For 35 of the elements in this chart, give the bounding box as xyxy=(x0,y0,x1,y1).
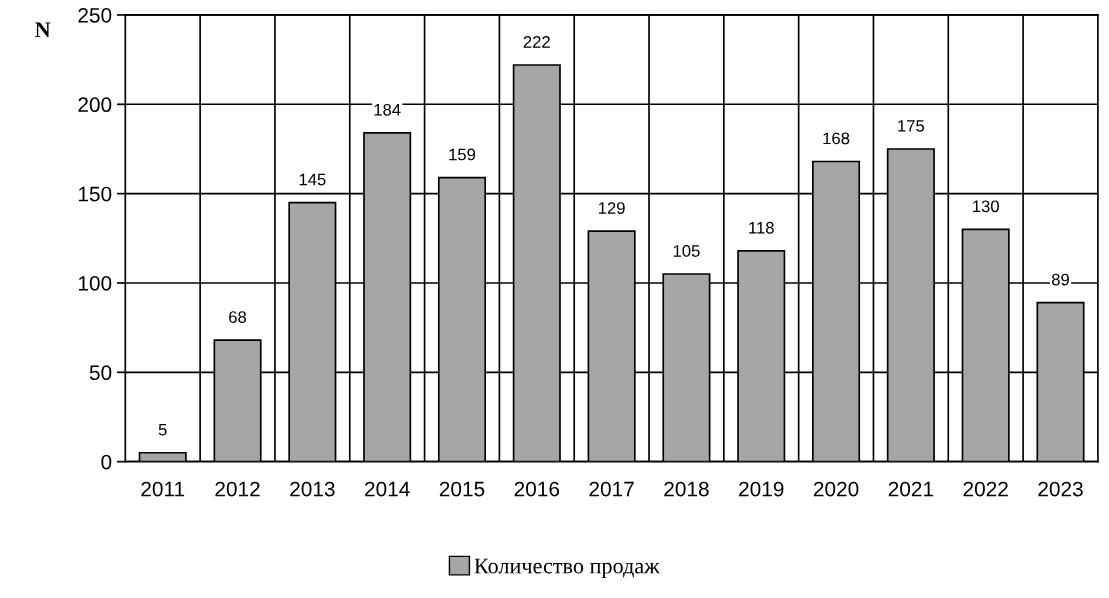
x-tick-label: 2014 xyxy=(365,481,410,497)
x-tick-label: 2017 xyxy=(589,481,634,497)
x-tick-label: 2019 xyxy=(739,481,784,497)
x-tick-label: 2020 xyxy=(813,481,859,497)
data-label: 129 xyxy=(598,202,625,214)
y-tick-label: 200 xyxy=(78,97,112,113)
x-tick-label: 2012 xyxy=(215,481,260,497)
data-label: 184 xyxy=(374,103,401,116)
x-tick-label: 2021 xyxy=(888,481,934,497)
y-tick-label: 150 xyxy=(78,186,112,202)
y-tick-label: 250 xyxy=(78,7,112,23)
x-tick-label: 2023 xyxy=(1038,481,1083,497)
data-label: 130 xyxy=(973,200,999,213)
data-label: 159 xyxy=(449,148,476,161)
x-tick-label: 2022 xyxy=(963,481,1008,497)
y-axis-title: N xyxy=(35,22,51,38)
x-tick-label: 2013 xyxy=(290,481,335,497)
data-label: 105 xyxy=(673,245,700,257)
data-label: 89 xyxy=(1051,273,1069,286)
data-label: 168 xyxy=(823,132,850,145)
y-tick-label: 50 xyxy=(89,365,112,381)
legend-label: Количество продаж xyxy=(474,558,660,578)
x-tick-label: 2011 xyxy=(141,481,185,497)
data-label: 5 xyxy=(158,423,167,436)
x-tick-label: 2018 xyxy=(664,481,709,497)
y-tick-label: 100 xyxy=(78,275,112,291)
y-tick-label: 0 xyxy=(101,454,112,470)
data-label: 68 xyxy=(229,311,247,323)
x-tick-label: 2016 xyxy=(514,481,560,497)
data-label: 222 xyxy=(523,36,550,48)
data-label: 175 xyxy=(898,120,925,132)
x-tick-label: 2015 xyxy=(439,481,485,497)
data-label: 118 xyxy=(749,221,774,234)
bar xyxy=(138,451,187,462)
data-label: 145 xyxy=(299,173,326,186)
